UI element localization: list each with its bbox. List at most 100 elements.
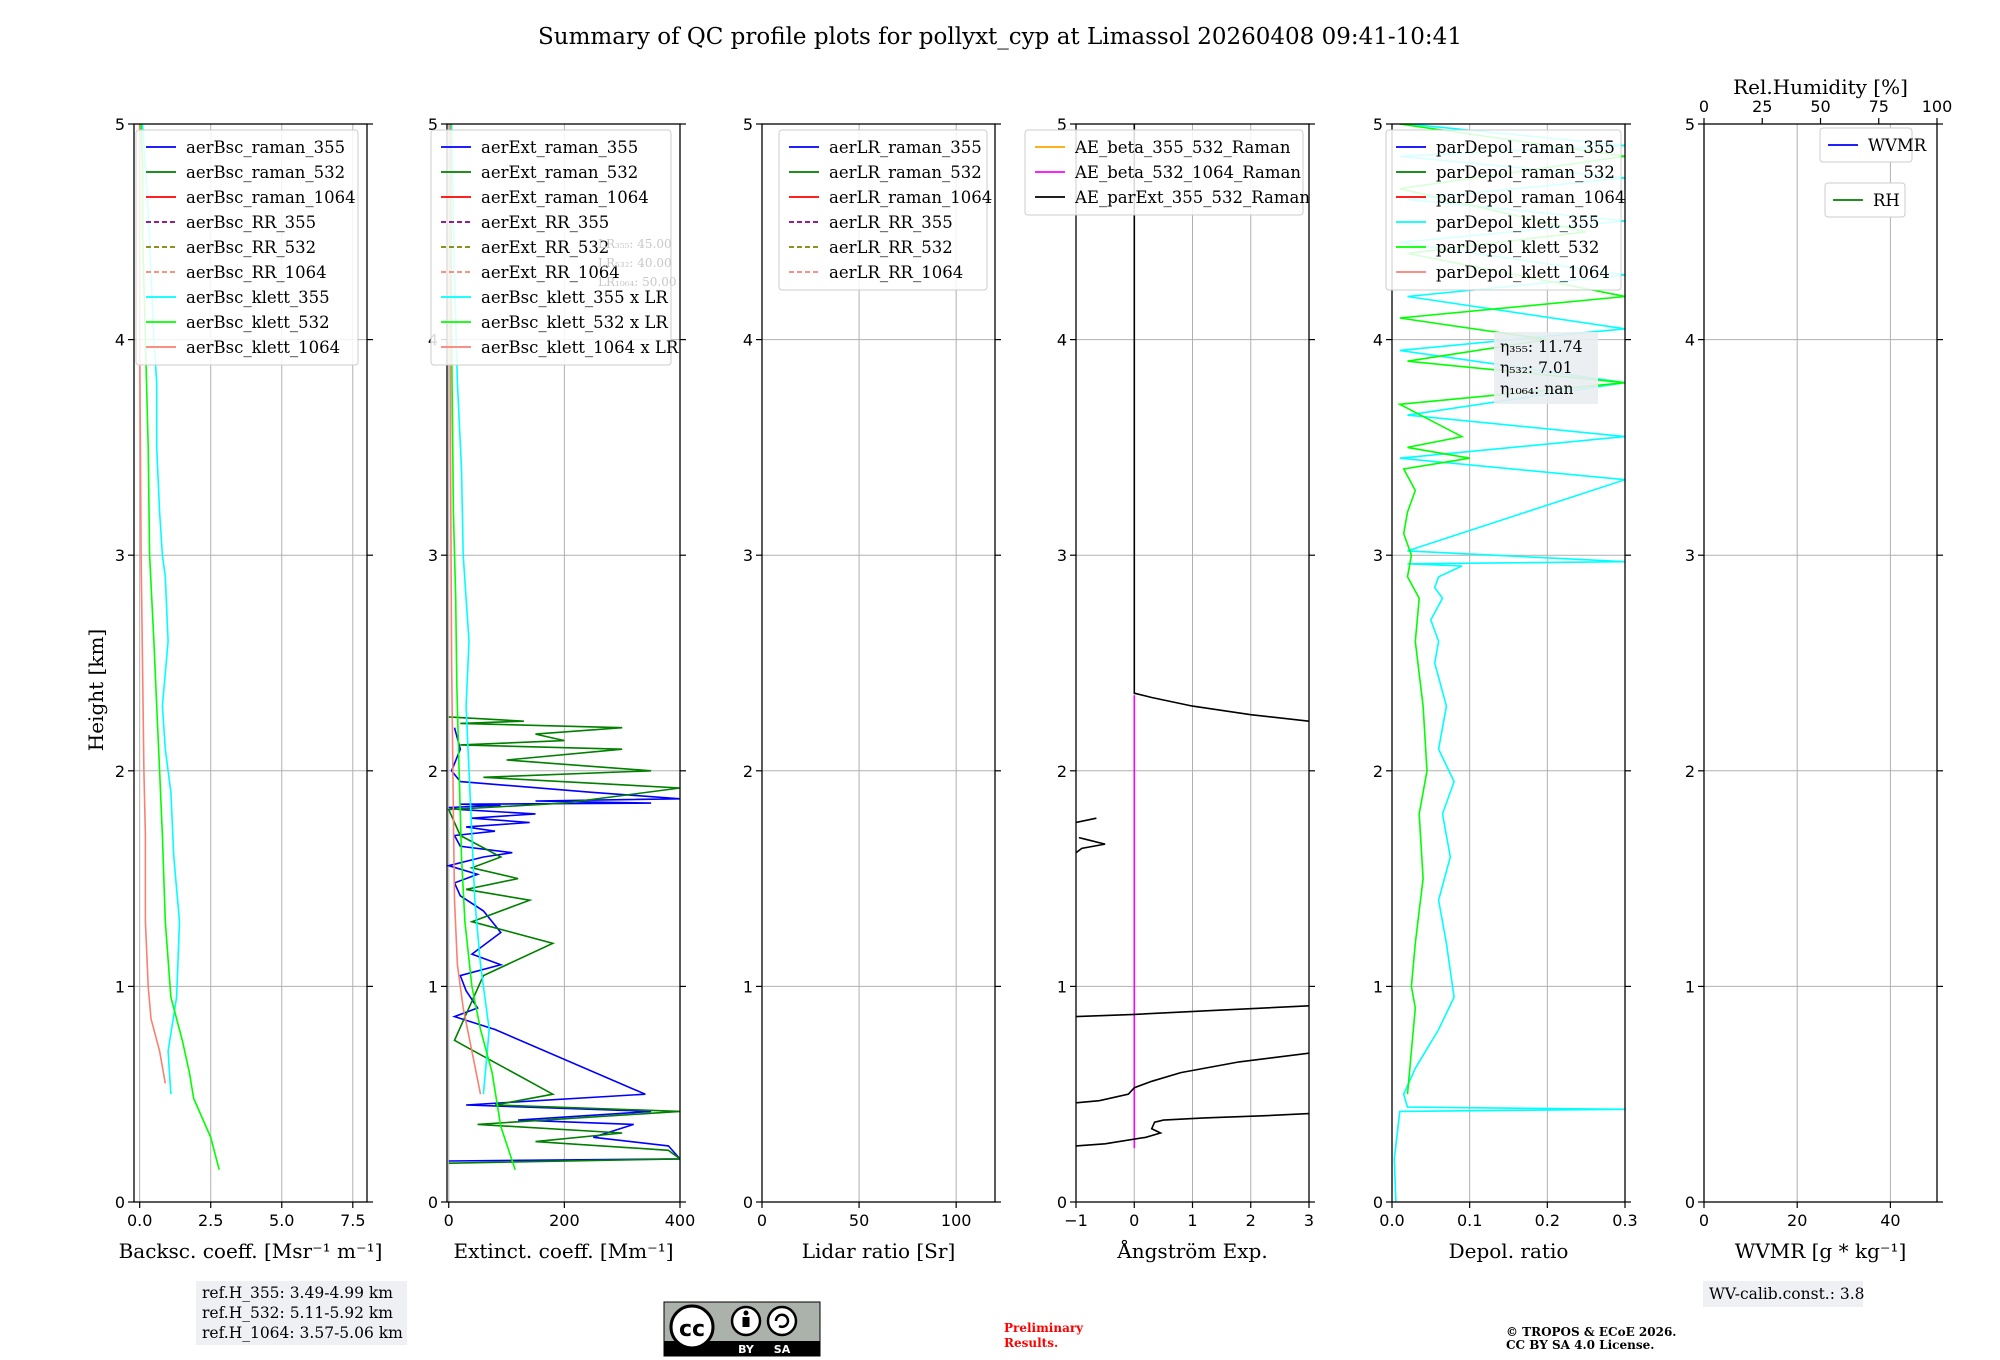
ref-height-355: ref.H_355: 3.49-4.99 km [202, 1284, 393, 1302]
axes-frame [133, 123, 368, 1203]
lr-annotation: LR₅₃₂: 40.00 [598, 256, 672, 270]
y-tick-label: 0 [115, 1193, 125, 1212]
legend-box [778, 129, 988, 291]
y-tick-label: 5 [743, 115, 753, 134]
copyright-line-2: CC BY SA 4.0 License. [1506, 1338, 1654, 1352]
x-tick-label: 0 [1699, 1211, 1709, 1230]
y-tick-label: 0 [1373, 1193, 1383, 1212]
y-tick-label: 3 [115, 546, 125, 565]
y-tick-label: 1 [115, 977, 125, 996]
y-tick-label: 4 [1685, 331, 1695, 350]
cc-sa-label: SA [774, 1343, 791, 1356]
legend-label: aerBsc_klett_355 [186, 288, 330, 307]
top-tick-label: 100 [1922, 97, 1953, 116]
legend-label: parDepol_raman_355 [1436, 138, 1615, 157]
y-tick-label: 5 [1373, 115, 1383, 134]
y-tick-label: 2 [1685, 762, 1695, 781]
legend-label: AE_parExt_355_532_Raman [1074, 188, 1310, 207]
x-tick-label: 100 [941, 1211, 972, 1230]
x-tick-label: 0.0 [127, 1211, 152, 1230]
y-tick-label: 2 [1057, 762, 1067, 781]
y-tick-label: 5 [115, 115, 125, 134]
legend-label: aerLR_RR_532 [829, 238, 953, 257]
axes-frame [761, 123, 996, 1203]
legend-box [1824, 182, 1906, 218]
x-axis-label: WVMR [g * kg⁻¹] [1735, 1239, 1907, 1263]
legend-label: RH [1873, 191, 1900, 210]
y-tick-label: 5 [1685, 115, 1695, 134]
series-line-ae_parext_355_532_raman-0 [1076, 1112, 1309, 1147]
series-line-aerbsc_klett_1064 [138, 124, 167, 1084]
legend-label: AE_beta_532_1064_Raman [1074, 163, 1301, 182]
top-tick-label: 0 [1699, 97, 1709, 116]
legend-label: parDepol_raman_1064 [1436, 188, 1625, 207]
x-axis-label: Backsc. coeff. [Msr⁻¹ m⁻¹] [119, 1239, 383, 1263]
x-axis-label: Depol. ratio [1449, 1239, 1569, 1263]
x-tick-label: 0.3 [1612, 1211, 1637, 1230]
legend-box [1385, 129, 1622, 291]
x-tick-label: 1 [1187, 1211, 1197, 1230]
series-line-pardepol_klett_532 [1397, 124, 1625, 1095]
x-tick-label: 0.0 [1379, 1211, 1404, 1230]
legend-label: aerBsc_klett_532 x LR [481, 313, 668, 332]
legend-label: aerBsc_klett_532 [186, 313, 330, 332]
x-tick-label: 0 [757, 1211, 767, 1230]
y-tick-label: 1 [1057, 977, 1067, 996]
panel-depolarization: 0.0 0.1 0.2 0.3 0 1 2 3 4 5 Depol. ratio parDepol_r… [1373, 115, 1638, 1263]
legend-box [430, 129, 672, 366]
x-tick-label: 0 [444, 1211, 454, 1230]
legend-label: aerExt_RR_532 [481, 238, 609, 257]
eta-annotation: η₅₃₂: 7.01 [1500, 359, 1573, 377]
lr-annotation: LR₃₅₅: 45.00 [598, 237, 672, 251]
series-line-aerbsc_klett_355-x-lr [450, 124, 491, 1095]
legend-label: aerExt_RR_1064 [481, 263, 620, 282]
y-tick-label: 4 [1373, 331, 1383, 350]
panel-extinction: 0200400012345Extinct. coeff. [Mm⁻¹]aerEx… [428, 115, 695, 1263]
figure-ylabel: Height [km] [84, 629, 108, 751]
legend-label: aerBsc_raman_532 [186, 163, 345, 182]
y-tick-label: 3 [1373, 546, 1383, 565]
legend-label: aerBsc_RR_1064 [186, 263, 327, 282]
cc-license-badge: cc BY SA [663, 1301, 821, 1357]
legend-label: aerBsc_klett_355 x LR [481, 288, 668, 307]
legend-label: aerLR_RR_355 [829, 213, 953, 232]
x-tick-label: 3 [1304, 1211, 1314, 1230]
series-line-aerext_raman_532 [447, 716, 680, 1164]
ref-height-1064: ref.H_1064: 3.57-5.06 km [202, 1324, 403, 1342]
x-tick-label: 2.5 [198, 1211, 223, 1230]
y-tick-label: 1 [428, 977, 438, 996]
y-tick-label: 3 [1057, 546, 1067, 565]
lr-annotation: LR₁₀₆₄: 50.00 [598, 275, 676, 289]
wv-calib-const: WV-calib.const.: 3.8 [1709, 1285, 1865, 1303]
x-tick-label: 2 [1246, 1211, 1256, 1230]
x-axis-label: Ångström Exp. [1116, 1238, 1267, 1263]
panels: 0.0 2.5 5.0 7.5 0 1 2 3 4 5 Backsc. coeff. [Msr⁻¹ … [115, 75, 1952, 1263]
legend-label: parDepol_raman_532 [1436, 163, 1615, 182]
legend-label: aerBsc_raman_1064 [186, 188, 356, 207]
y-tick-label: 3 [743, 546, 753, 565]
y-tick-label: 1 [1685, 977, 1695, 996]
legend-label: aerExt_raman_355 [481, 138, 638, 157]
x-tick-label: 7.5 [340, 1211, 365, 1230]
y-tick-label: 2 [743, 762, 753, 781]
y-tick-label: 5 [1057, 115, 1067, 134]
series-line-ae_parext_355_532_raman-4 [1076, 817, 1097, 824]
figure-title: Summary of QC profile plots for pollyxt_… [538, 24, 1462, 50]
x-tick-label: 5.0 [269, 1211, 294, 1230]
panel-backscatter: 0.0 2.5 5.0 7.5 0 1 2 3 4 5 Backsc. coeff. [Msr⁻¹ … [115, 115, 383, 1263]
legend-label: parDepol_klett_1064 [1436, 263, 1610, 282]
legend-label: aerBsc_klett_1064 x LR [481, 338, 679, 357]
legend-label: aerExt_raman_532 [481, 163, 638, 182]
y-tick-label: 0 [428, 1193, 438, 1212]
series-line-aerbsc_klett_1064-x-lr [449, 124, 482, 1095]
y-tick-label: 4 [1057, 331, 1067, 350]
wv-calib-box: WV-calib.const.: 3.8 [1703, 1281, 1865, 1307]
legend-box [1819, 127, 1913, 163]
y-tick-label: 2 [115, 762, 125, 781]
y-tick-label: 0 [1057, 1193, 1067, 1212]
ref-height-532: ref.H_532: 5.11-5.92 km [202, 1304, 393, 1322]
x-axis-label: Extinct. coeff. [Mm⁻¹] [453, 1239, 673, 1263]
legend-label: parDepol_klett_355 [1436, 213, 1599, 232]
y-tick-label: 3 [1685, 546, 1695, 565]
